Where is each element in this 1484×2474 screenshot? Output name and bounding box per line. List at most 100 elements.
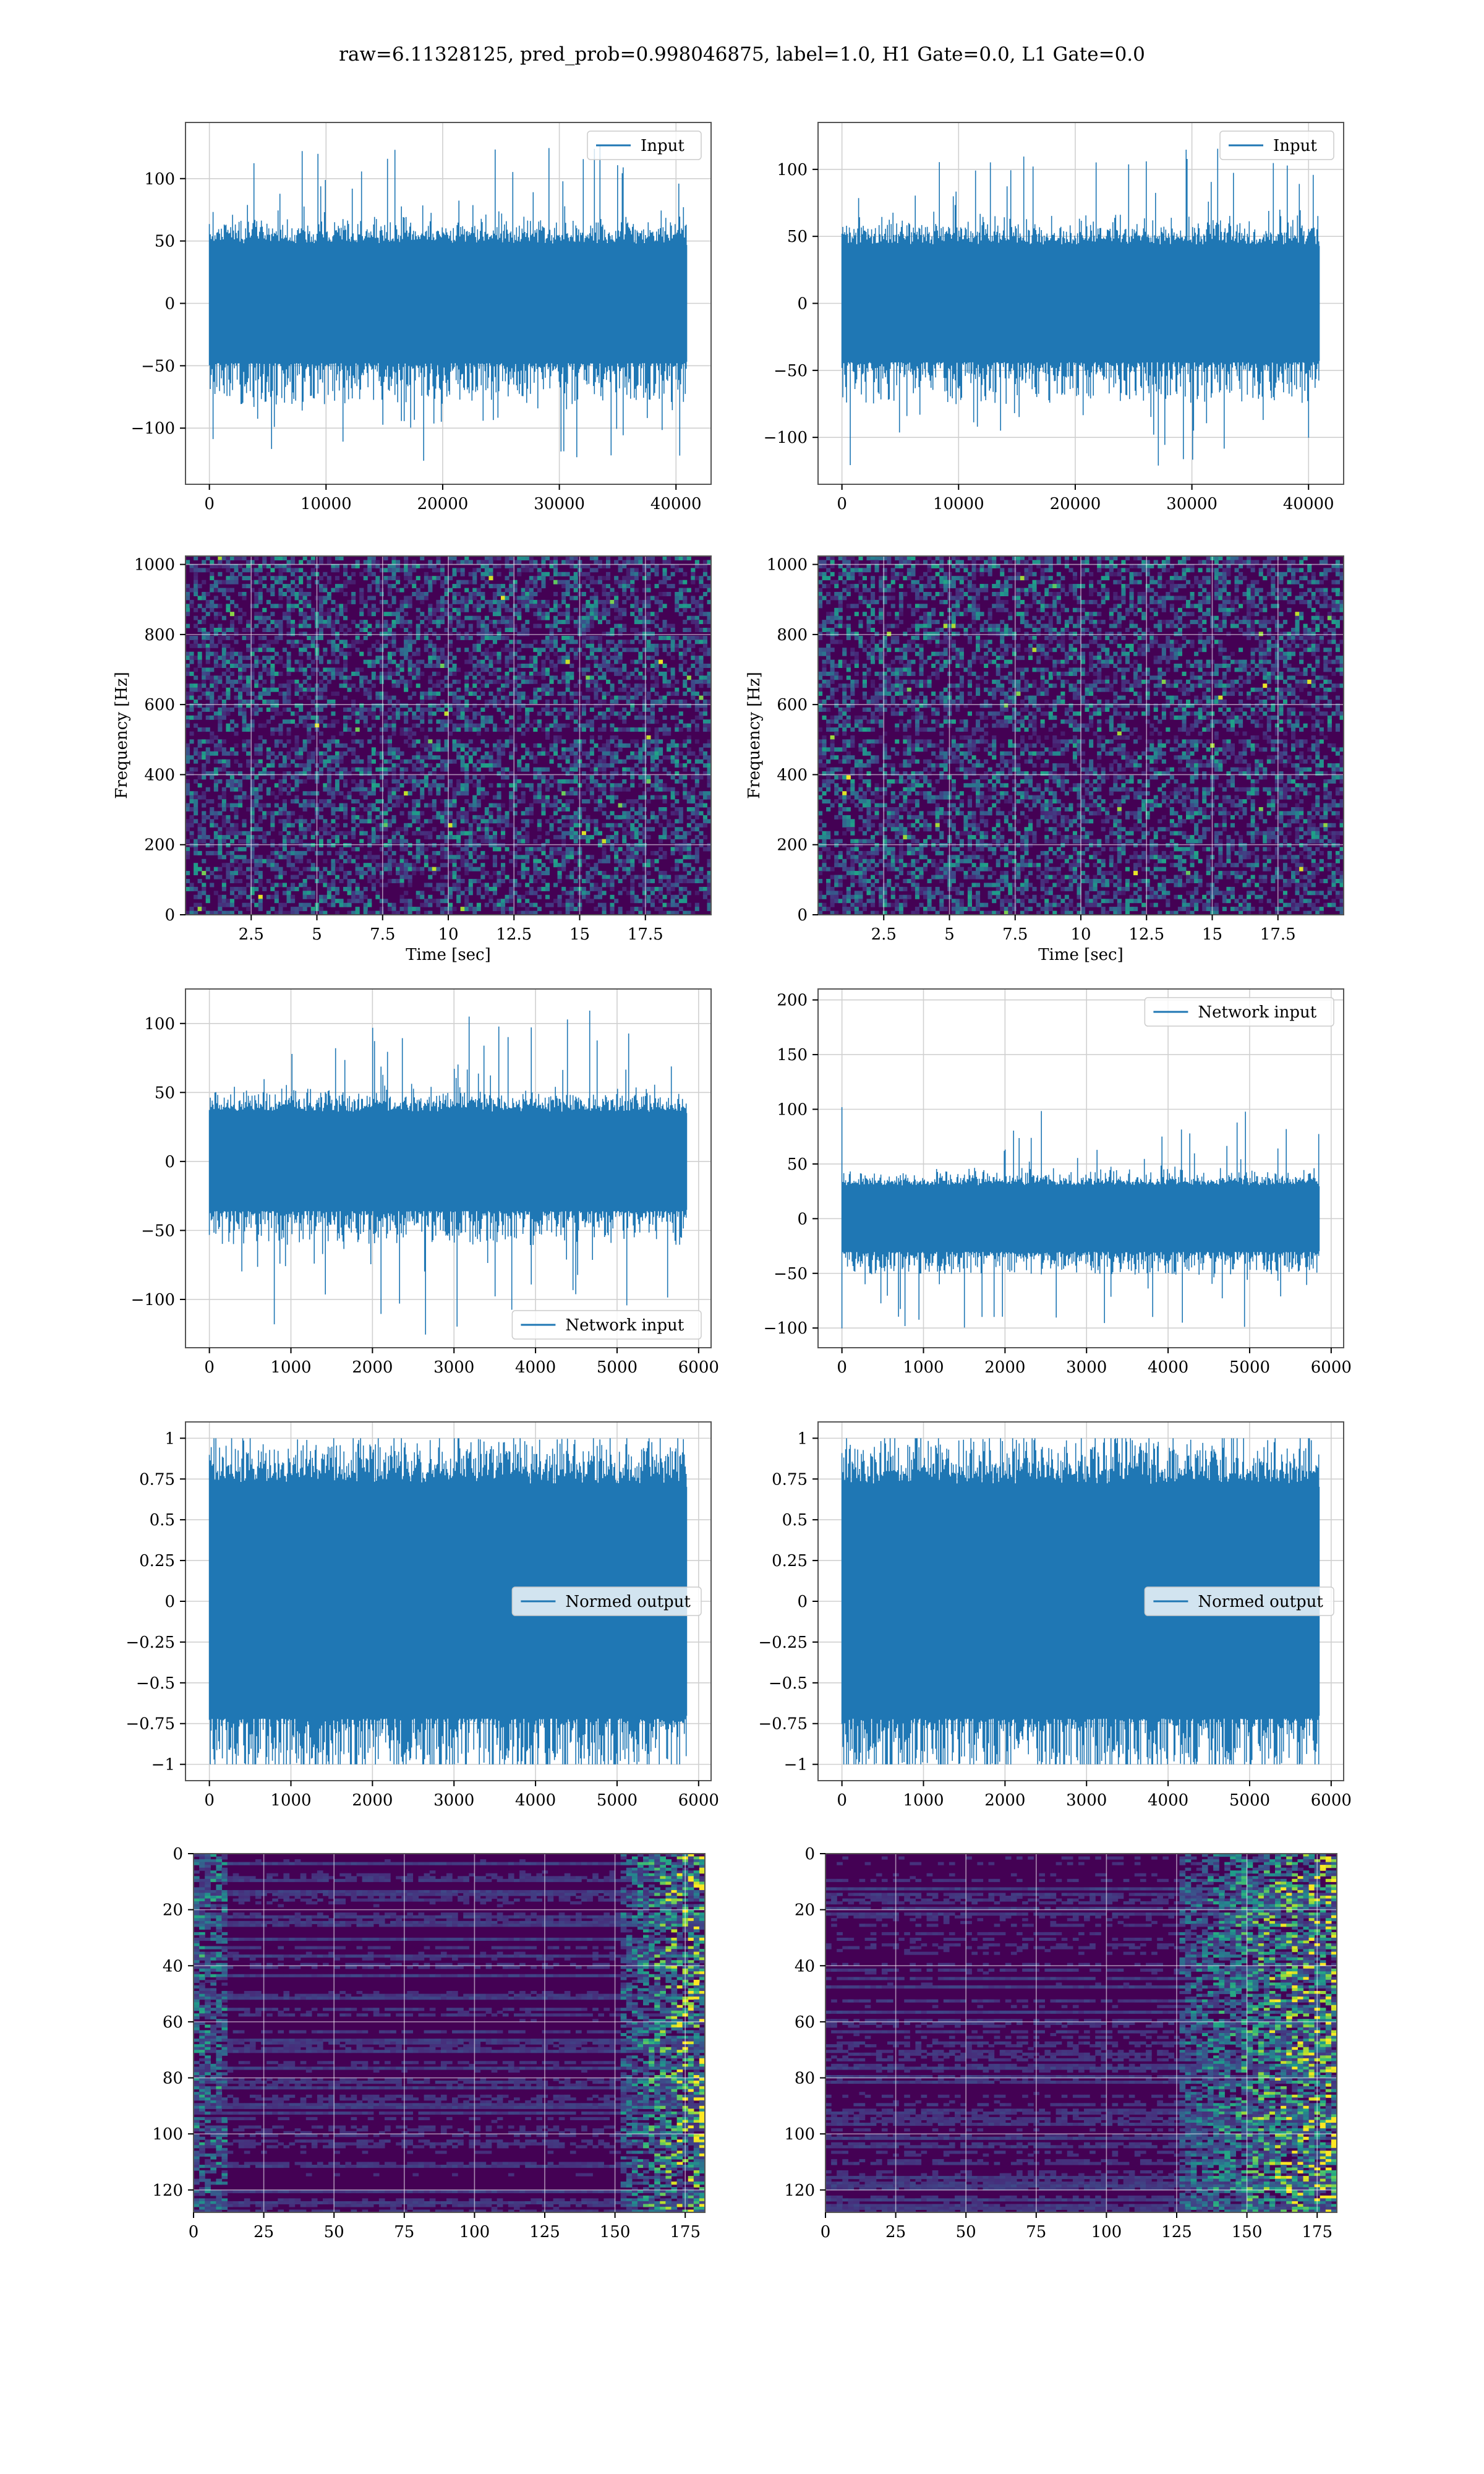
x-tick-label: 40000 — [650, 495, 702, 513]
spectrogram-cell — [597, 831, 602, 836]
spectrogram-cell — [282, 839, 287, 844]
spectrogram-cell — [270, 715, 275, 720]
spectrogram-cell — [638, 615, 643, 620]
spectrogram-cell — [630, 850, 635, 855]
spectrogram-cell — [464, 867, 469, 871]
spectrogram-cell — [371, 671, 376, 676]
spectrogram-cell — [557, 779, 562, 784]
spectrogram-cell — [274, 711, 279, 716]
spectrogram-cell — [456, 620, 461, 625]
spectrogram-cell — [331, 819, 336, 824]
spectrogram-cell — [505, 679, 510, 684]
spectrogram-cell — [416, 592, 420, 596]
spectrogram-cell — [602, 879, 607, 883]
spectrogram-cell — [250, 719, 255, 724]
spectrogram-cell — [335, 755, 339, 760]
spectrogram-cell — [258, 675, 263, 680]
spectrogram-cell — [581, 615, 586, 620]
spectrogram-cell — [509, 656, 514, 661]
spectrogram-cell — [428, 679, 433, 684]
spectrogram-cell — [436, 679, 441, 684]
spectrogram-cell — [529, 560, 534, 565]
spectrogram-cell — [286, 560, 291, 565]
spectrogram-cell — [436, 739, 441, 744]
spectrogram-cell — [339, 879, 344, 883]
spectrogram-cell — [286, 584, 291, 589]
spectrogram-cell — [250, 759, 255, 764]
spectrogram-cell — [533, 667, 538, 672]
spectrogram-cell — [213, 628, 218, 632]
spectrogram-cell — [323, 667, 328, 672]
spectrogram-cell — [420, 779, 425, 784]
spectrogram-cell — [310, 640, 315, 644]
spectrogram-cell — [436, 683, 441, 688]
spectrogram-cell — [229, 910, 234, 915]
spectrogram-cell — [359, 571, 364, 576]
spectrogram-cell — [589, 640, 594, 644]
spectrogram-cell — [323, 675, 328, 680]
spectrogram-cell — [480, 839, 485, 844]
spectrogram-cell — [274, 727, 279, 732]
spectrogram-cell — [626, 648, 631, 653]
spectrogram-cell — [326, 894, 331, 899]
spectrogram-cell — [432, 620, 437, 625]
y-tick-label: 0 — [797, 295, 808, 314]
spectrogram-cell — [509, 735, 514, 740]
spectrogram-cell — [387, 631, 392, 636]
spectrogram-cell — [630, 671, 635, 676]
spectrogram-cell — [537, 791, 542, 796]
spectrogram-cell — [642, 635, 647, 640]
spectrogram-cell — [323, 588, 328, 593]
spectrogram-cell — [396, 879, 401, 883]
spectrogram-cell — [525, 763, 530, 768]
spectrogram-cell — [610, 771, 615, 776]
spectrogram-cell — [448, 556, 453, 560]
spectrogram-cell — [205, 755, 210, 760]
spectrogram-cell — [597, 803, 602, 808]
spectrogram-cell — [318, 759, 323, 764]
spectrogram-cell — [509, 588, 514, 593]
spectrogram-cell — [488, 751, 493, 756]
spectrogram-cell — [323, 803, 328, 808]
spectrogram-cell — [545, 902, 550, 907]
spectrogram-cell — [420, 787, 425, 792]
spectrogram-cell — [509, 640, 514, 644]
spectrogram-cell — [387, 747, 392, 752]
spectrogram-cell — [335, 719, 339, 724]
spectrogram-cell — [602, 783, 607, 788]
spectrogram-cell — [472, 858, 477, 863]
spectrogram-cell — [541, 667, 546, 672]
spectrogram-cell — [533, 743, 538, 748]
spectrogram-cell — [234, 659, 239, 664]
spectrogram-cell — [407, 596, 412, 601]
spectrogram-cell — [468, 831, 473, 836]
spectrogram-cell — [294, 771, 299, 776]
spectrogram-cell — [586, 576, 591, 581]
spectrogram-cell — [533, 759, 538, 764]
spectrogram-cell — [472, 723, 477, 728]
spectrogram-cell — [282, 799, 287, 804]
spectrogram-cell — [440, 615, 445, 620]
spectrogram-cell — [586, 695, 591, 700]
spectrogram-cell — [488, 894, 493, 899]
spectrogram-cell — [630, 687, 635, 692]
spectrogram-cell — [274, 883, 279, 888]
spectrogram-cell — [323, 763, 328, 768]
spectrogram-cell — [488, 899, 493, 904]
spectrogram-cell — [331, 659, 336, 664]
spectrogram-cell — [367, 807, 372, 811]
spectrogram-cell — [266, 811, 271, 816]
spectrogram-cell — [371, 807, 376, 811]
spectrogram-cell — [610, 631, 615, 636]
spectrogram-cell — [407, 648, 412, 653]
spectrogram-cell — [589, 620, 594, 625]
spectrogram-cell — [597, 675, 602, 680]
spectrogram-cell — [294, 596, 299, 601]
spectrogram-cell — [229, 775, 234, 780]
spectrogram-cell — [286, 687, 291, 692]
spectrogram-cell — [480, 875, 485, 880]
spectrogram-cell — [189, 771, 194, 776]
spectrogram-cell — [492, 695, 497, 700]
spectrogram-cell — [278, 596, 283, 601]
spectrogram-cell — [565, 847, 570, 852]
